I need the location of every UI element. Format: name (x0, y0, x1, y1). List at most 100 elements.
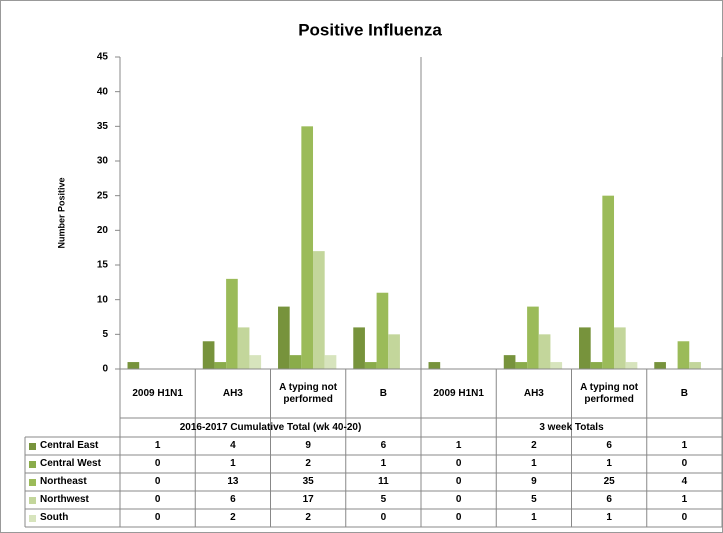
data-table-value: 5 (496, 491, 571, 509)
y-tick-label: 0 (102, 364, 108, 375)
data-table-value: 6 (346, 437, 421, 455)
bar (503, 355, 516, 369)
data-table-value-text: 35 (302, 476, 314, 487)
data-table-value: 17 (271, 491, 346, 509)
legend-label: Central West (40, 458, 101, 469)
data-table-value-text: 1 (681, 440, 688, 451)
bar (388, 334, 400, 369)
data-table-value: 9 (496, 473, 571, 491)
x-tick-label: B (653, 369, 716, 418)
data-table-value: 11 (346, 473, 421, 491)
bar (538, 334, 551, 369)
data-table-value-text: 6 (606, 440, 612, 451)
bar (614, 327, 626, 369)
bar (602, 195, 615, 369)
data-table-value-text: 1 (606, 458, 612, 469)
data-table-value: 1 (195, 455, 270, 473)
legend-entry: South (25, 509, 120, 527)
data-table-value-text: 2 (230, 512, 236, 523)
y-tick-label: 10 (97, 294, 109, 305)
bar (376, 292, 389, 369)
data-table-value: 0 (421, 509, 496, 527)
legend-swatch (29, 442, 36, 450)
data-table-value: 6 (195, 491, 270, 509)
x-tick-label: AH3 (201, 369, 264, 418)
data-table-value-text: 6 (230, 494, 236, 505)
data-table-value-text: 1 (531, 458, 537, 469)
x-tick-label: AH3 (502, 369, 565, 418)
legend-label: Central East (40, 440, 99, 451)
data-table-value-text: 0 (455, 512, 462, 523)
data-table-value-text: 0 (154, 494, 161, 505)
data-table-value: 1 (572, 509, 647, 527)
data-table-value: 0 (120, 473, 195, 491)
data-table-value: 0 (647, 509, 722, 527)
data-table-value-text: 13 (227, 476, 239, 487)
x-tick-label-text: A typing not performed (279, 381, 338, 405)
legend-entry: Central East (25, 437, 120, 455)
data-table-value: 2 (271, 509, 346, 527)
data-table-value-text: 9 (531, 476, 537, 487)
x-tick-label-text: B (379, 387, 387, 399)
bar (313, 251, 325, 369)
data-table-value-text: 0 (380, 512, 387, 523)
data-table-value: 1 (120, 437, 195, 455)
bar (590, 362, 603, 369)
legend-swatch (29, 460, 36, 468)
data-table-value-text: 1 (455, 440, 462, 451)
x-tick-label-text: B (680, 387, 688, 399)
data-table-value: 0 (647, 455, 722, 473)
y-tick-label: 40 (97, 86, 109, 97)
bar (214, 362, 227, 369)
data-table-value-text: 1 (606, 512, 612, 523)
y-tick-label: 5 (102, 329, 108, 340)
data-table-value: 0 (421, 455, 496, 473)
bar (249, 355, 262, 369)
data-table-value: 1 (346, 455, 421, 473)
bar (278, 306, 290, 369)
data-table-value-text: 0 (455, 476, 462, 487)
x-tick-label-text: 2009 H1N1 (132, 387, 183, 399)
data-table-value: 13 (195, 473, 270, 491)
group-label-text: 2016-2017 Cumulative Total (wk 40-20) (179, 421, 362, 433)
data-table-value: 0 (120, 491, 195, 509)
x-tick-label: 2009 H1N1 (126, 369, 189, 418)
group-label: 2016-2017 Cumulative Total (wk 40-20) (120, 418, 421, 437)
data-table-value: 1 (647, 491, 722, 509)
x-tick-label: 2009 H1N1 (427, 369, 490, 418)
data-table-value-text: 6 (606, 494, 612, 505)
data-table-value-text: 1 (154, 440, 161, 451)
bar (579, 327, 591, 369)
legend-swatch (29, 496, 36, 504)
data-table-value-text: 0 (681, 512, 688, 523)
data-table-value-text: 11 (378, 476, 389, 487)
data-table-value: 2 (496, 437, 571, 455)
data-table-value: 1 (647, 437, 722, 455)
x-tick-label: B (352, 369, 415, 418)
y-tick-label: 45 (97, 52, 109, 63)
bar (364, 362, 377, 369)
data-table-value: 1 (496, 455, 571, 473)
data-table-value-text: 5 (380, 494, 387, 505)
y-tick-label: 30 (97, 156, 109, 167)
legend-label: Northwest (40, 494, 89, 505)
data-table-value: 0 (421, 473, 496, 491)
group-label: 3 week Totals (421, 418, 722, 437)
data-table-value-text: 9 (305, 440, 311, 451)
legend-entry: Northeast (25, 473, 120, 491)
bar (127, 362, 140, 369)
data-table-value: 2 (195, 509, 270, 527)
data-table-value-text: 4 (681, 476, 688, 487)
data-table-value: 25 (572, 473, 647, 491)
data-table-value-text: 0 (154, 512, 161, 523)
data-table-value: 0 (120, 509, 195, 527)
group-label-text: 3 week Totals (539, 421, 604, 433)
bar (353, 327, 365, 369)
legend-swatch (29, 514, 36, 522)
bar (289, 355, 302, 369)
data-table-value-text: 0 (681, 458, 688, 469)
data-table-value-text: 0 (154, 476, 161, 487)
data-table-value: 0 (120, 455, 195, 473)
